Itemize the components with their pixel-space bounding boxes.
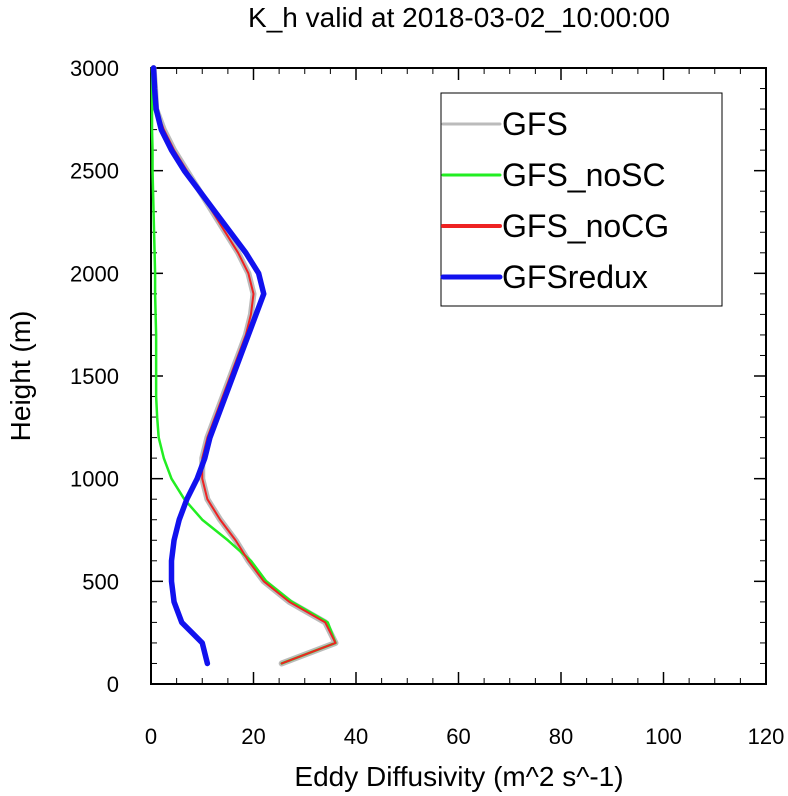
x-tick-label: 40	[344, 724, 368, 749]
y-tick-label: 0	[107, 672, 119, 697]
legend-label-gfs: GFS	[502, 106, 568, 142]
x-tick-label: 60	[446, 724, 470, 749]
y-tick-label: 1000	[70, 467, 119, 492]
y-tick-label: 1500	[70, 364, 119, 389]
series-line-gfs	[150, 65, 339, 667]
y-tick-label: 2000	[70, 261, 119, 286]
x-axis-title: Eddy Diffusivity (m^2 s^-1)	[294, 761, 623, 792]
series-line-gfsredux	[150, 65, 267, 667]
y-tick-label: 500	[82, 569, 119, 594]
x-tick-label: 80	[549, 724, 573, 749]
legend-label-gfsredux: GFSredux	[502, 259, 648, 295]
legend: GFS GFS_noSC GFS_noCG GFSredux	[440, 92, 723, 307]
x-tick-label: 100	[645, 724, 682, 749]
y-axis-title: Height (m)	[5, 311, 36, 442]
y-tick-label: 2500	[70, 159, 119, 184]
chart-title: K_h valid at 2018-03-02_10:00:00	[248, 2, 670, 33]
axis-ticks: 0 20 40 60 80 100 120 0 500 1000 1500 2000 2500 3000	[70, 56, 784, 749]
x-tick-label: 120	[748, 724, 785, 749]
series-layer	[150, 65, 339, 667]
x-tick-label: 0	[145, 724, 157, 749]
series-line-gfs-nosc	[150, 66, 337, 665]
legend-box	[440, 92, 723, 307]
legend-label-gfs-nocg: GFS_noCG	[502, 208, 669, 244]
y-tick-label: 3000	[70, 56, 119, 81]
legend-label-gfs-nosc: GFS_noSC	[502, 157, 666, 193]
x-tick-label: 20	[241, 724, 265, 749]
